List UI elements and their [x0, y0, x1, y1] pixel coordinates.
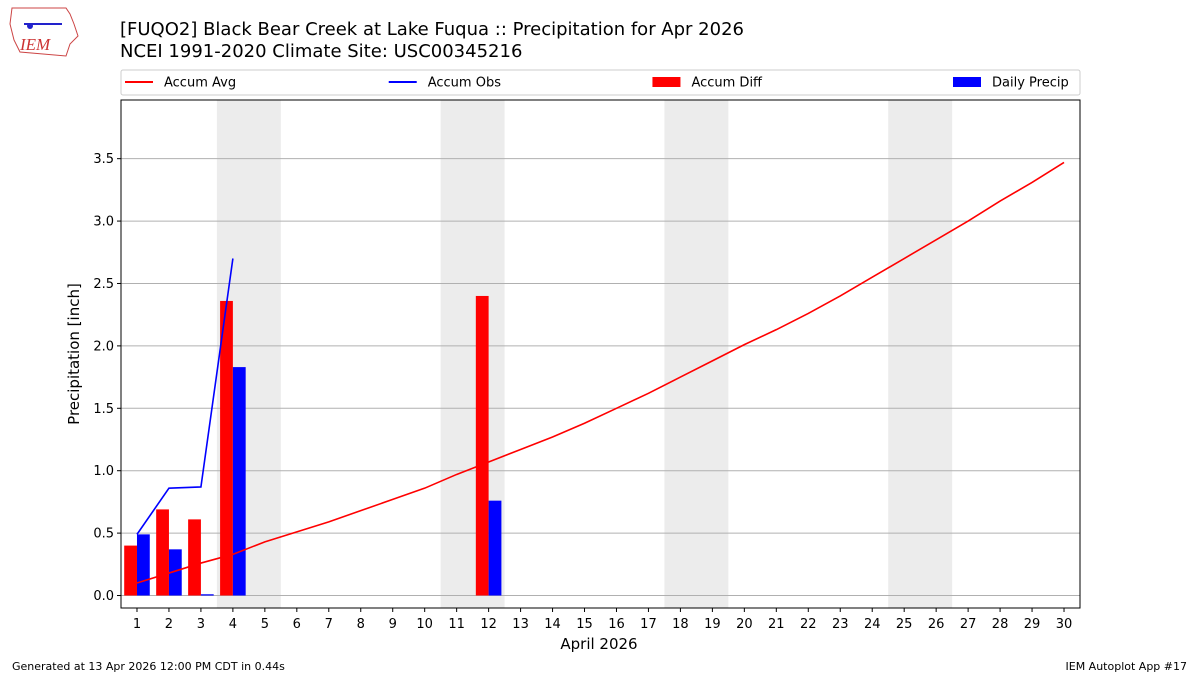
x-tick-label: 15	[576, 617, 593, 632]
x-tick-label: 18	[672, 617, 689, 632]
logo-dot	[27, 23, 33, 29]
x-tick-label: 17	[640, 617, 657, 632]
x-tick-label: 10	[416, 617, 433, 632]
x-tick-label: 2	[165, 617, 173, 632]
x-tick-label: 27	[960, 617, 977, 632]
bar	[136, 534, 150, 596]
y-tick-label: 2.5	[93, 277, 114, 292]
x-tick-label: 23	[832, 617, 849, 632]
y-axis-label: Precipitation [inch]	[65, 283, 83, 425]
x-tick-label: 29	[1024, 617, 1041, 632]
chart-title: [FUQO2] Black Bear Creek at Lake Fuqua :…	[120, 19, 744, 40]
shaded-span	[888, 100, 953, 608]
x-tick-label: 11	[448, 617, 465, 632]
x-tick-label: 9	[389, 617, 397, 632]
legend-label: Daily Precip	[992, 76, 1069, 91]
footer-right: IEM Autoplot App #17	[1066, 660, 1188, 673]
legend-swatch	[953, 77, 981, 87]
y-tick-label: 0.5	[93, 527, 114, 542]
x-tick-label: 13	[512, 617, 529, 632]
bar	[232, 367, 246, 596]
y-tick-label: 3.0	[93, 215, 114, 230]
x-tick-label: 6	[293, 617, 301, 632]
x-tick-label: 22	[800, 617, 817, 632]
x-tick-label: 7	[325, 617, 333, 632]
bar	[488, 500, 502, 596]
x-tick-label: 26	[928, 617, 945, 632]
y-tick-label: 3.5	[93, 152, 114, 167]
x-tick-label: 30	[1056, 617, 1073, 632]
legend-label: Accum Avg	[164, 76, 236, 91]
bar	[475, 295, 489, 596]
line	[136, 161, 1065, 584]
logo-text: IEM	[19, 35, 51, 54]
bar	[200, 594, 214, 596]
line	[136, 258, 234, 535]
legend-swatch	[652, 77, 681, 87]
footer-left: Generated at 13 Apr 2026 12:00 PM CDT in…	[12, 660, 285, 673]
bar	[168, 549, 182, 596]
x-tick-label: 28	[992, 617, 1009, 632]
y-tick-label: 1.0	[93, 464, 114, 479]
legend-frame	[120, 69, 1081, 96]
x-tick-label: 8	[357, 617, 365, 632]
x-tick-label: 16	[608, 617, 625, 632]
x-tick-label: 4	[229, 617, 237, 632]
logo-outline	[9, 7, 79, 57]
x-tick-label: 5	[261, 617, 269, 632]
y-tick-label: 0.0	[93, 589, 114, 604]
bar	[220, 300, 233, 596]
logo: IEM	[9, 7, 79, 57]
y-tick-label: 2.0	[93, 339, 114, 354]
x-tick-label: 25	[896, 617, 913, 632]
x-tick-label: 14	[544, 617, 561, 632]
bar	[188, 519, 201, 596]
legend-label: Accum Diff	[691, 76, 763, 91]
x-tick-label: 21	[768, 617, 785, 632]
plot-frame	[120, 99, 1081, 609]
x-tick-label: 20	[736, 617, 753, 632]
y-tick-label: 1.5	[93, 402, 114, 417]
legend-label: Accum Obs	[428, 76, 501, 91]
x-tick-label: 19	[704, 617, 721, 632]
x-tick-label: 12	[480, 617, 497, 632]
x-tick-label: 1	[133, 617, 141, 632]
shaded-span	[664, 100, 729, 608]
x-tick-label: 24	[864, 617, 881, 632]
bar	[124, 545, 137, 596]
bar	[156, 509, 169, 596]
x-axis-label: April 2026	[560, 635, 637, 653]
chart-subtitle: NCEI 1991-2020 Climate Site: USC00345216	[120, 41, 522, 62]
x-tick-label: 3	[197, 617, 205, 632]
